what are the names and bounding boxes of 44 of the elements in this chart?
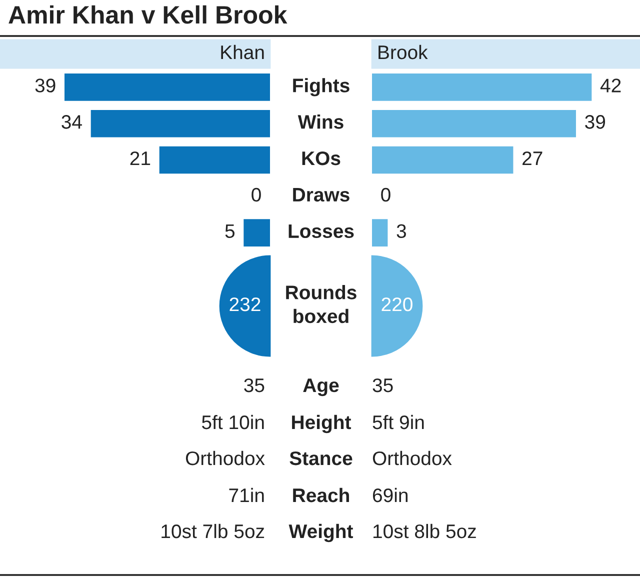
bar bbox=[90, 110, 270, 138]
text: 232 bbox=[230, 297, 260, 312]
bar bbox=[372, 110, 576, 138]
data-label: 0 bbox=[381, 188, 390, 202]
chart-title: Amir Khan v Kell Brook bbox=[8, 5, 288, 24]
text: Rounds boxed bbox=[286, 285, 356, 324]
data-label: 39 bbox=[585, 115, 606, 129]
bar bbox=[372, 219, 388, 246]
data-label: 21 bbox=[130, 151, 150, 166]
text: 71in bbox=[229, 488, 264, 502]
text: 5ft 9in bbox=[372, 414, 424, 430]
text: Weight bbox=[288, 524, 353, 542]
category-label: Losses bbox=[288, 224, 354, 238]
category-label: Wins bbox=[298, 114, 344, 129]
text: Age bbox=[303, 378, 339, 396]
series-label: Brook bbox=[378, 44, 428, 60]
data-label: 42 bbox=[600, 78, 621, 92]
data-label: 5 bbox=[225, 224, 235, 238]
bar bbox=[372, 74, 592, 101]
text: Orthodox bbox=[186, 450, 265, 466]
text: 220 bbox=[382, 297, 412, 312]
series-label: Khan bbox=[221, 44, 264, 60]
text: Height bbox=[292, 414, 352, 434]
text: 35 bbox=[372, 378, 393, 392]
category-label: Fights bbox=[293, 78, 350, 96]
text: 10st 7lb 5oz bbox=[162, 524, 264, 538]
data-label: 0 bbox=[252, 188, 261, 202]
data-label: 3 bbox=[396, 224, 406, 238]
category-label: Draws bbox=[293, 188, 350, 202]
bar bbox=[244, 219, 270, 246]
text: 69in bbox=[372, 488, 408, 502]
bar bbox=[159, 146, 270, 174]
text: Stance bbox=[290, 451, 352, 466]
bar bbox=[372, 146, 514, 174]
text: 10st 8lb 5oz bbox=[373, 524, 476, 538]
text: 5ft 10in bbox=[202, 414, 264, 430]
text: Orthodox bbox=[372, 450, 452, 466]
category-label: KOs bbox=[302, 151, 340, 166]
data-label: 27 bbox=[522, 151, 542, 166]
bar bbox=[64, 74, 270, 101]
data-label: 34 bbox=[62, 115, 82, 129]
text: Reach bbox=[293, 488, 349, 502]
data-label: 39 bbox=[35, 78, 56, 92]
text: 35 bbox=[244, 378, 264, 392]
